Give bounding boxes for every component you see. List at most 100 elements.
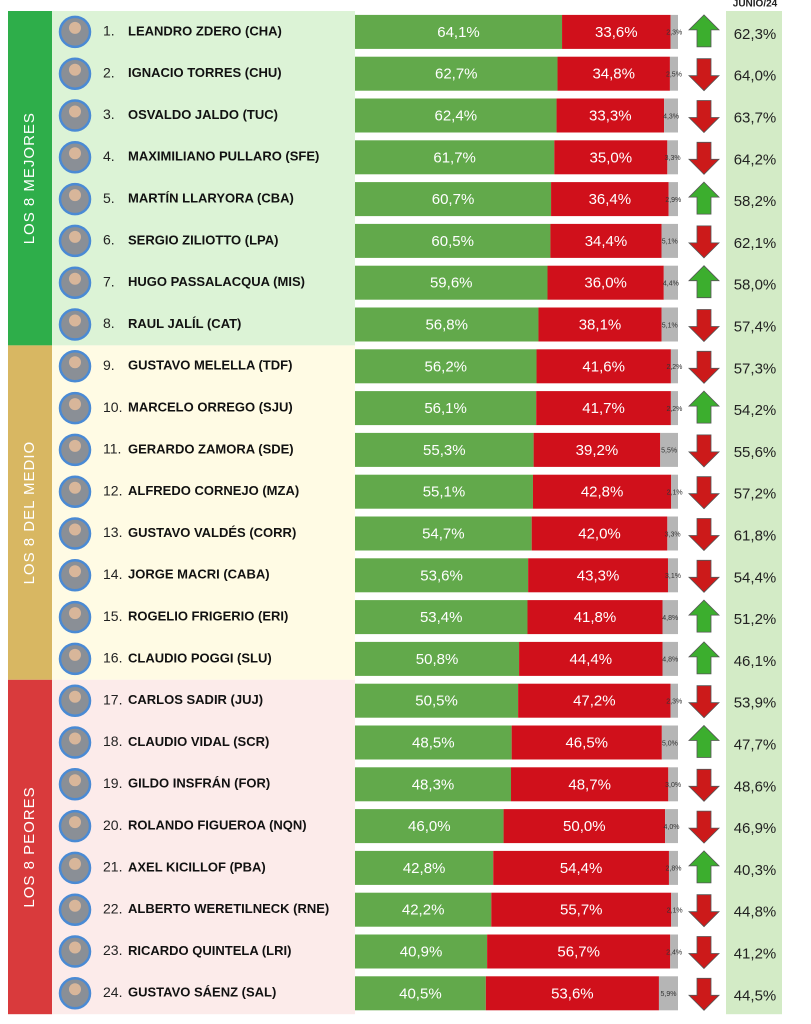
bar-segment [355,767,512,802]
avatar-head [69,272,81,285]
rank: 3. [103,106,115,122]
trend-arrow [688,768,720,802]
bar-label: 2,1% [667,490,683,497]
bar-label: 55,7% [560,902,603,919]
bar-segment [519,641,663,676]
avatar-head [69,941,81,954]
bar-segment [663,265,678,300]
bar-segment [668,767,678,802]
bar-label: 40,5% [399,985,442,1002]
group-band [8,679,52,1015]
bar-segment [662,641,678,676]
bar-segment [661,725,678,760]
bar-label: 55,3% [423,442,466,459]
previous-value: 61,8% [734,527,777,544]
bar-label: 64,1% [437,24,480,41]
bar-label: 3,1% [665,573,681,580]
bar-segment [668,182,678,217]
previous-value: 64,0% [734,68,777,85]
bar-segment [668,850,678,885]
bar-label: 3,0% [665,782,681,789]
trend-arrow [688,265,720,299]
bar-label: 42,8% [581,484,624,501]
trend-arrow [688,390,720,424]
bar-label: 4,3% [663,113,679,120]
bar-segment [661,307,678,342]
bar-label: 42,8% [403,860,446,877]
bar-segment [671,474,678,509]
bar-segment [355,892,492,927]
bar-segment [532,474,672,509]
bar-label: 4,8% [662,615,678,622]
name: CARLOS SADIR (JUJ) [128,692,263,707]
bar-label: 5,9% [660,991,676,998]
bar-label: 4,4% [663,281,679,288]
name: ROLANDO FIGUEROA (NQN) [128,818,307,833]
previous-value: 46,1% [734,653,777,670]
group-background [52,679,355,1015]
bar-label: 2,2% [666,406,682,413]
avatar-head [69,607,81,620]
bar-label: 38,1% [579,316,622,333]
bar-label: 2,3% [666,699,682,706]
bar-label: 2,1% [667,908,683,915]
avatar-head [69,63,81,76]
bar-label: 2,3% [666,30,682,37]
trend-arrow [688,850,720,884]
group-label: LOS 8 DEL MEDIO [21,441,38,585]
avatar-head [69,398,81,411]
bar-segment [355,349,537,384]
rank: 24. [103,984,122,1000]
bar-segment [355,56,558,91]
bar-segment [355,223,551,258]
bar-label: 33,3% [589,107,632,124]
bar-segment [355,265,548,300]
bar-label: 3,3% [665,155,681,162]
previous-value: 51,2% [734,611,777,628]
previous-value: 57,3% [734,360,777,377]
group-background [52,345,355,680]
previous-value: 62,1% [734,235,777,252]
trend-arrow [688,685,720,719]
name: GILDO INSFRÁN (FOR) [128,776,270,791]
bar-segment [665,809,678,844]
rank: 4. [103,148,115,164]
avatar-head [69,732,81,745]
bar-segment [670,349,678,384]
bar-segment [355,976,486,1011]
bar-label: 62,4% [435,107,478,124]
bar-segment [491,892,672,927]
header: JUNIO/24 [733,0,778,10]
name: AXEL KICILLOF (PBA) [128,859,266,874]
bar-segment [547,265,664,300]
bar-label: 56,2% [424,358,467,375]
bar-label: 43,3% [577,567,620,584]
bar-label: 56,7% [557,943,600,960]
trend-arrow [688,181,720,215]
bar-segment [658,976,678,1011]
bar-label: 41,6% [582,358,625,375]
previous-value: 58,0% [734,277,777,294]
name: SERGIO ZILIOTTO (LPA) [128,232,278,247]
bar-segment [503,809,666,844]
trend-arrow [688,936,720,970]
name: ROGELIO FRIGERIO (ERI) [128,609,288,624]
rank: 12. [103,482,122,498]
bar-segment [355,641,520,676]
bar-segment [355,98,557,133]
rank: 8. [103,315,115,331]
bar-label: 59,6% [430,275,473,292]
avatar-head [69,189,81,202]
bar-label: 47,2% [573,693,616,710]
rank: 20. [103,817,122,833]
name: GUSTAVO SÁENZ (SAL) [128,985,276,1000]
rank: 23. [103,942,122,958]
bar-label: 60,7% [432,191,475,208]
bar-label: 36,4% [589,191,632,208]
bar-label: 60,5% [431,233,474,250]
bar-label: 48,5% [412,734,455,751]
avatar-head [69,439,81,452]
bar-label: 53,4% [420,609,463,626]
avatar-head [69,565,81,578]
bar-segment [511,725,662,760]
